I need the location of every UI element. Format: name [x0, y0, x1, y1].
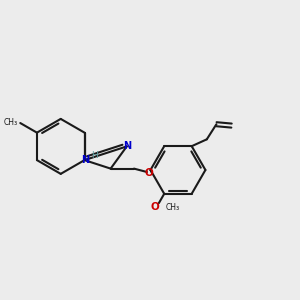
Text: H: H	[91, 151, 98, 160]
Text: O: O	[151, 202, 160, 212]
Text: CH₃: CH₃	[165, 203, 179, 212]
Text: N: N	[81, 155, 89, 165]
Text: N: N	[123, 141, 132, 152]
Text: CH₃: CH₃	[4, 118, 18, 127]
Text: O: O	[145, 168, 154, 178]
